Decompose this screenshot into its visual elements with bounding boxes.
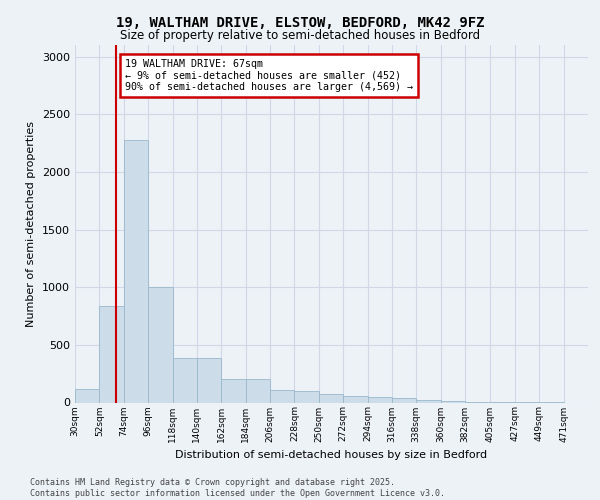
- Text: 19, WALTHAM DRIVE, ELSTOW, BEDFORD, MK42 9FZ: 19, WALTHAM DRIVE, ELSTOW, BEDFORD, MK42…: [116, 16, 484, 30]
- Bar: [245, 380, 270, 402]
- Bar: [392, 398, 416, 402]
- Text: Contains HM Land Registry data © Crown copyright and database right 2025.
Contai: Contains HM Land Registry data © Crown c…: [30, 478, 445, 498]
- Text: Size of property relative to semi-detached houses in Bedford: Size of property relative to semi-detach…: [120, 29, 480, 42]
- Bar: [100, 306, 124, 402]
- Bar: [173, 358, 197, 403]
- Bar: [343, 396, 368, 402]
- Bar: [440, 401, 465, 402]
- Text: 19 WALTHAM DRIVE: 67sqm
← 9% of semi-detached houses are smaller (452)
90% of se: 19 WALTHAM DRIVE: 67sqm ← 9% of semi-det…: [125, 59, 413, 92]
- Bar: [221, 380, 245, 402]
- Bar: [295, 391, 319, 402]
- Bar: [368, 396, 392, 402]
- Bar: [197, 358, 221, 403]
- Bar: [319, 394, 343, 402]
- Bar: [75, 388, 100, 402]
- Bar: [148, 287, 173, 403]
- Bar: [416, 400, 440, 402]
- Bar: [124, 140, 148, 402]
- Bar: [270, 390, 295, 402]
- Y-axis label: Number of semi-detached properties: Number of semi-detached properties: [26, 120, 37, 327]
- X-axis label: Distribution of semi-detached houses by size in Bedford: Distribution of semi-detached houses by …: [175, 450, 488, 460]
